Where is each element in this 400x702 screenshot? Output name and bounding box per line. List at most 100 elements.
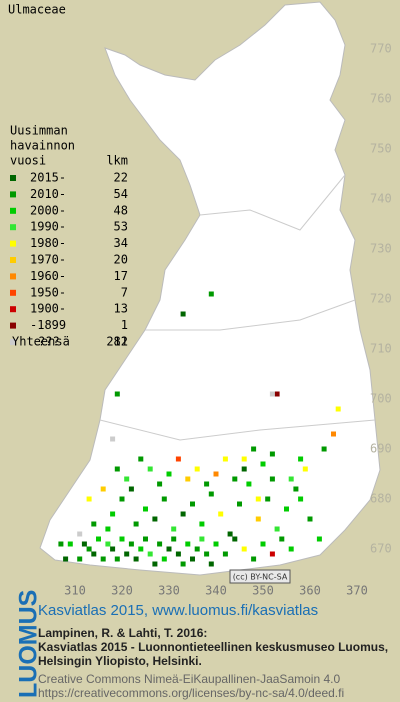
observation-square	[110, 436, 116, 442]
legend-label: 2000-	[30, 203, 66, 217]
legend-label: 1950-	[30, 285, 66, 299]
legend-label: 1970-	[30, 253, 66, 267]
observation-square	[274, 526, 280, 532]
observation-square	[161, 556, 167, 562]
licence-line: Creative Commons Nimeä-EiKaupallinen-Jaa…	[38, 672, 340, 686]
y-tick-label: 710	[370, 342, 392, 356]
region-border	[199, 174, 346, 231]
x-tick-label: 360	[299, 584, 321, 598]
observation-square	[279, 536, 285, 542]
license-badge	[229, 569, 291, 584]
observation-square	[260, 541, 266, 547]
y-tick-label: 770	[370, 42, 392, 56]
observation-square	[241, 456, 247, 462]
observation-square	[175, 551, 181, 557]
legend-label: 1980-	[30, 236, 66, 250]
observation-square	[58, 541, 64, 547]
observation-square	[199, 536, 205, 542]
legend-total: 281	[106, 335, 128, 349]
observation-square	[114, 466, 120, 472]
observation-square	[255, 516, 261, 522]
observation-square	[293, 486, 299, 492]
observation-square	[241, 546, 247, 552]
observation-square	[185, 541, 191, 547]
y-tick-label: 700	[370, 392, 392, 406]
observation-square	[96, 536, 101, 542]
observation-square	[86, 496, 92, 502]
license-text: (cc) BY-NC-SA	[233, 573, 288, 582]
citation-line: Helsingin Yliopisto, Helsinki.	[38, 654, 202, 668]
observation-square	[128, 486, 134, 492]
observation-square	[166, 471, 172, 477]
legend-swatch	[10, 240, 16, 247]
legend-count: 7	[121, 285, 128, 299]
observation-square	[124, 476, 130, 482]
observation-square	[138, 546, 144, 552]
observation-square	[63, 556, 69, 562]
legend-label: 1960-	[30, 269, 66, 283]
legend-label: -1899	[30, 318, 66, 332]
observation-square	[208, 491, 214, 497]
observation-square	[143, 536, 148, 542]
observation-square	[161, 496, 167, 502]
legend-label: 2010-	[30, 187, 66, 201]
observation-square	[100, 556, 106, 562]
observation-square	[218, 511, 224, 517]
observation-square	[171, 536, 177, 542]
legend-swatch	[10, 207, 16, 214]
observation-square	[222, 456, 228, 462]
observation-square	[157, 541, 163, 547]
region-border	[145, 299, 356, 331]
x-tick-label: 370	[346, 584, 368, 598]
region-border	[99, 419, 376, 441]
observation-square	[241, 466, 247, 472]
observation-square	[321, 446, 327, 452]
observation-square	[67, 541, 73, 547]
observation-square	[86, 546, 92, 552]
legend-label: 1900-	[30, 302, 66, 316]
observation-square	[180, 311, 186, 317]
legend-count: 13	[114, 302, 128, 316]
y-tick-label: 750	[370, 142, 392, 156]
legend-swatch	[10, 224, 16, 231]
observation-square	[128, 541, 134, 547]
observation-square	[269, 391, 275, 397]
observation-square	[307, 516, 313, 522]
observation-square	[180, 511, 186, 517]
observation-square	[180, 561, 186, 567]
y-tick-label: 730	[370, 242, 392, 256]
observation-square	[302, 466, 308, 472]
observation-square	[246, 481, 252, 487]
observation-square	[335, 406, 341, 412]
y-tick-label: 720	[370, 292, 392, 306]
observation-square	[237, 501, 242, 507]
observation-square	[213, 541, 219, 547]
legend-count: 17	[114, 269, 128, 283]
observation-square	[316, 536, 322, 542]
legend-heading: Uusimman	[10, 124, 68, 138]
observation-square	[124, 551, 130, 557]
y-tick-label: 760	[370, 92, 392, 106]
observation-square	[77, 531, 83, 537]
observation-square	[204, 551, 210, 557]
y-tick-label: 740	[370, 192, 392, 206]
observation-square	[298, 456, 304, 462]
legend-label: 2015-	[30, 171, 66, 185]
observation-square	[269, 476, 275, 482]
observation-square	[232, 476, 238, 482]
observation-square	[105, 526, 111, 532]
atlas-link[interactable]: Kasviatlas 2015, www.luomus.fi/kasviatla…	[38, 602, 318, 619]
legend-count: 54	[114, 187, 128, 201]
legend-total-label: Yhteensä	[12, 335, 70, 349]
observation-square	[105, 541, 111, 547]
x-tick-label: 340	[205, 584, 227, 598]
x-tick-label: 330	[158, 584, 180, 598]
observation-square	[152, 561, 158, 567]
observation-square	[91, 551, 97, 557]
observation-square	[298, 496, 304, 502]
observation-square	[138, 456, 144, 462]
observation-square	[265, 496, 271, 502]
observation-square	[204, 481, 210, 487]
x-tick-label: 320	[111, 584, 133, 598]
